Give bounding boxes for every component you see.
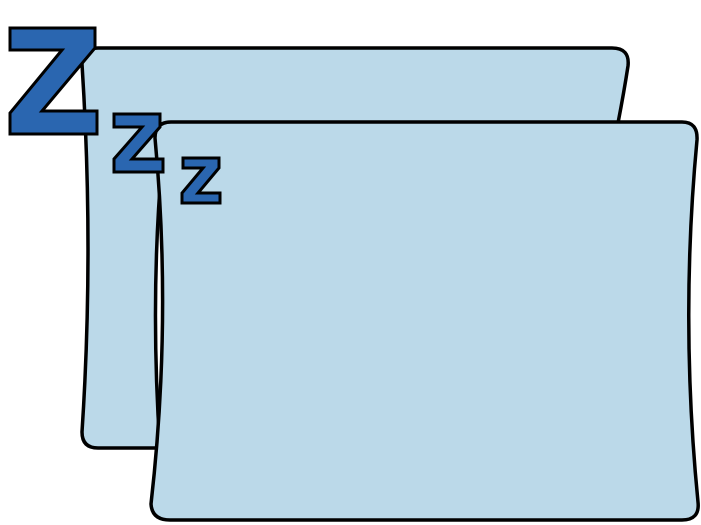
small-z-letter: [180, 156, 222, 205]
front-window-panel: [149, 120, 700, 522]
medium-z-letter: [112, 112, 165, 174]
large-z-letter: [8, 26, 99, 136]
back-window-panel: [80, 46, 630, 450]
